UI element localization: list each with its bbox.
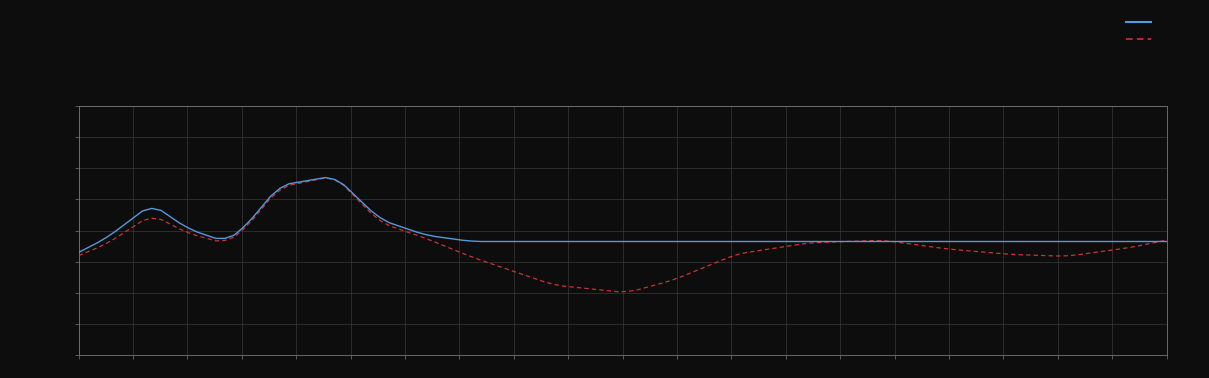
Legend: , : ,: [1126, 16, 1159, 45]
